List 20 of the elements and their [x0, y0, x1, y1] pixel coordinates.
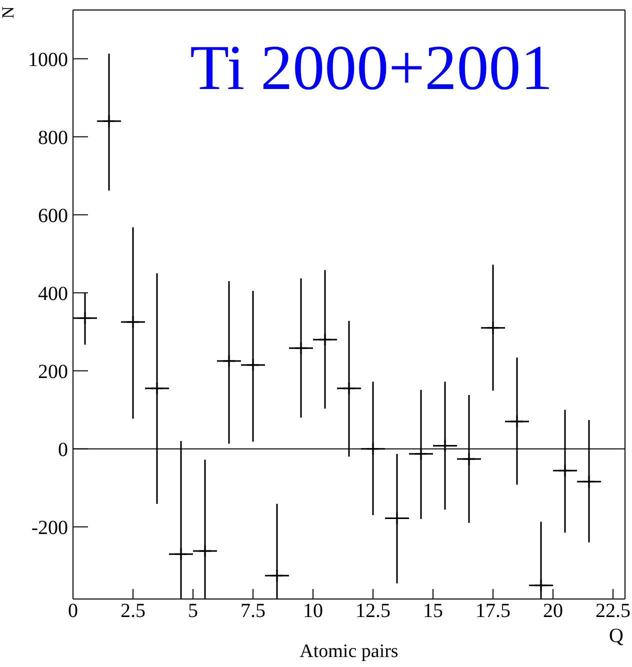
y-tick-label: 600	[38, 204, 68, 227]
x-tick-label: 5	[188, 600, 198, 622]
text: Atomic pairs	[300, 641, 398, 662]
y-tick-label: 1000	[28, 48, 68, 71]
x-tick-label: 20	[543, 600, 563, 622]
x-tick-label: 7.5	[240, 600, 266, 622]
x-tick-label: 2.5	[120, 600, 146, 622]
x-tick-label: 12.5	[356, 600, 390, 622]
chart-title: Ti 2000+2001	[190, 32, 553, 103]
y-tick-label: 0	[58, 438, 68, 461]
x-tick-label: 10	[303, 600, 323, 622]
y-tick-label: -200	[31, 516, 68, 539]
y-tick-label: 200	[38, 360, 68, 383]
y-tick-label: 400	[38, 282, 68, 305]
x-tick-label: 22.5	[596, 600, 630, 622]
y-tick-label: 800	[38, 126, 68, 149]
x-tick-label: 17.5	[476, 600, 510, 622]
y-axis-title: N	[0, 6, 18, 19]
x-tick-label: 15	[423, 600, 443, 622]
x-axis-title: Q	[609, 625, 624, 647]
